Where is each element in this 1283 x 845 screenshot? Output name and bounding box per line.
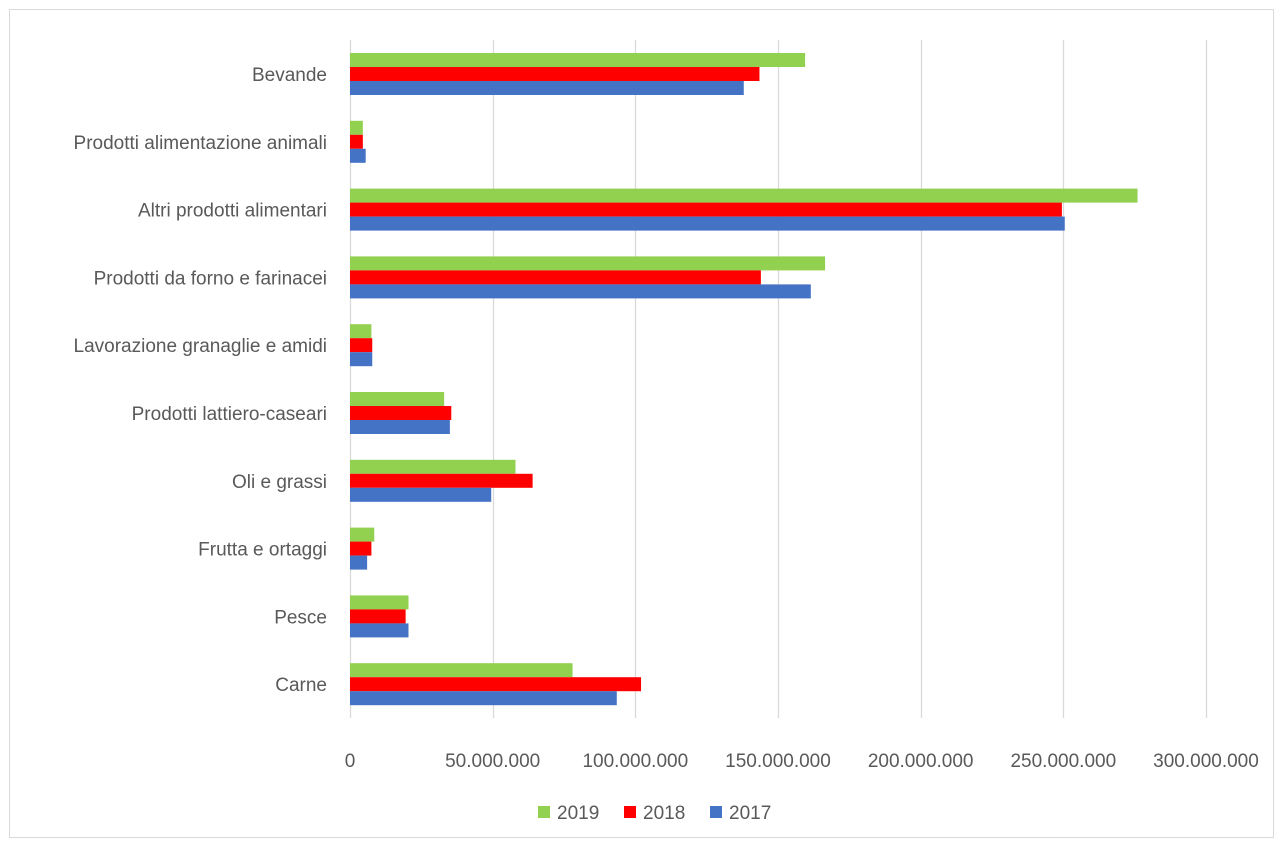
x-tick-label-5: 250.000.000 bbox=[1010, 751, 1116, 772]
bar-2019-0 bbox=[350, 663, 573, 678]
bar-2017-6 bbox=[350, 284, 811, 299]
bar-2019-4 bbox=[350, 392, 445, 406]
legend-swatch-2019 bbox=[538, 806, 550, 818]
bar-2017-4 bbox=[350, 420, 450, 434]
bar-2019-3 bbox=[350, 459, 516, 474]
bar-2018-0 bbox=[350, 677, 642, 692]
bar-2019-7 bbox=[350, 188, 1138, 203]
bar-2019-9 bbox=[350, 53, 806, 67]
gridlines bbox=[349, 40, 1208, 718]
bar-2019-8 bbox=[350, 120, 363, 135]
x-tick-label-1: 50.000.000 bbox=[445, 751, 540, 772]
category-label-5: Lavorazione granaglie e amidi bbox=[74, 336, 328, 357]
legend-label-2017: 2017 bbox=[729, 803, 771, 824]
bar-2018-8 bbox=[350, 134, 363, 149]
bar-2018-4 bbox=[350, 406, 452, 420]
x-tick-label-0: 0 bbox=[345, 751, 356, 772]
bar-2017-1 bbox=[350, 623, 409, 638]
legend-label-2018: 2018 bbox=[643, 803, 685, 824]
bar-2017-5 bbox=[350, 352, 373, 367]
bar-2018-5 bbox=[350, 338, 373, 353]
bar-2018-1 bbox=[350, 609, 406, 624]
bar-2017-0 bbox=[350, 691, 617, 706]
category-label-8: Prodotti alimentazione animali bbox=[74, 133, 327, 154]
bar-2018-3 bbox=[350, 473, 533, 488]
category-label-4: Prodotti lattiero-caseari bbox=[132, 404, 327, 425]
bar-2018-7 bbox=[350, 202, 1062, 217]
bar-2017-3 bbox=[350, 487, 492, 502]
x-tick-label-2: 100.000.000 bbox=[582, 751, 688, 772]
bar-2017-9 bbox=[350, 81, 744, 95]
bar-2019-2 bbox=[350, 527, 375, 542]
category-label-3: Oli e grassi bbox=[232, 472, 327, 493]
x-tick-labels: 0 50.000.000 100.000.000 150.000.000 200.000… bbox=[345, 751, 1259, 772]
category-label-9: Bevande bbox=[252, 65, 327, 86]
bar-2019-1 bbox=[350, 595, 409, 610]
bar-2018-2 bbox=[350, 541, 372, 556]
bar-2019-5 bbox=[350, 324, 372, 339]
category-label-6: Prodotti da forno e farinacei bbox=[94, 268, 327, 289]
bar-2018-6 bbox=[350, 270, 761, 285]
category-label-7: Altri prodotti alimentari bbox=[138, 201, 327, 222]
legend-swatch-2018 bbox=[624, 806, 636, 818]
bar-2017-7 bbox=[350, 216, 1065, 231]
legend-label-2019: 2019 bbox=[557, 803, 599, 824]
bar-2017-2 bbox=[350, 555, 368, 570]
bar-2018-9 bbox=[350, 67, 760, 81]
bar-2019-6 bbox=[350, 256, 826, 271]
legend: 2019 2018 2017 bbox=[538, 803, 771, 824]
x-tick-label-6: 300.000.000 bbox=[1153, 751, 1259, 772]
x-tick-label-3: 150.000.000 bbox=[725, 751, 831, 772]
category-label-1: Pesce bbox=[274, 607, 327, 628]
category-label-0: Carne bbox=[275, 675, 327, 696]
category-label-2: Frutta e ortaggi bbox=[198, 540, 327, 561]
legend-swatch-2017 bbox=[710, 806, 722, 818]
category-labels: Carne Pesce Frutta e ortaggi Oli e grassi Pr… bbox=[74, 65, 328, 696]
x-tick-label-4: 200.000.000 bbox=[868, 751, 974, 772]
bars bbox=[350, 53, 1138, 706]
bar-2017-8 bbox=[350, 148, 366, 163]
